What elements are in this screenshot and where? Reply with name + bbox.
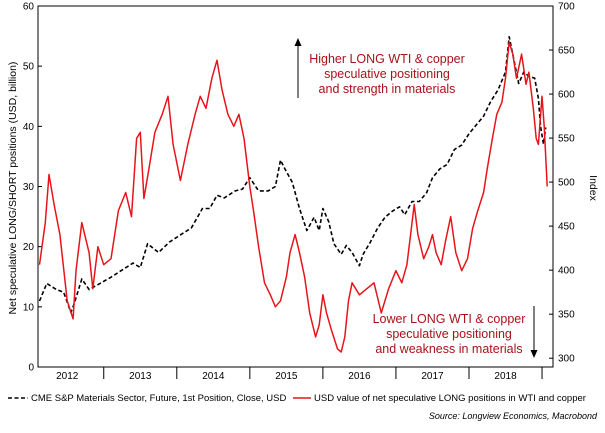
right-y-axis: 300 350 400 450 500 550 600 650 700 (549, 2, 575, 365)
x-axis: 2012 2013 2014 2015 2016 2017 2018 (56, 367, 543, 382)
annotation-upper-line-2: speculative positioning (324, 67, 450, 81)
left-tick-label: 10 (23, 302, 35, 313)
right-tick-label: 550 (558, 134, 575, 145)
right-tick-label: 600 (558, 90, 575, 101)
x-tick-label: 2015 (275, 371, 298, 382)
annotation-lower-line-1: Lower LONG WTI & copper (373, 312, 526, 326)
annotation-upper-line-3: and strength in materials (319, 82, 456, 96)
x-tick-label: 2018 (494, 371, 517, 382)
left-tick-label: 50 (23, 62, 35, 73)
legend-label-wti-copper: USD value of net speculative LONG positi… (314, 393, 586, 404)
annotation-upper-line-1: Higher LONG WTI & copper (309, 52, 465, 66)
series-line-wti-copper (38, 41, 548, 353)
annotation-upper: Higher LONG WTI & copper speculative pos… (294, 38, 465, 98)
x-tick-label: 2013 (129, 371, 152, 382)
annotation-lower-line-3: and weakness in materials (375, 342, 522, 356)
legend: CME S&P Materials Sector, Future, 1st Po… (8, 393, 586, 404)
right-axis-title: Index (587, 175, 599, 201)
left-tick-label: 0 (28, 363, 34, 374)
x-tick-label: 2016 (348, 371, 371, 382)
right-tick-label: 650 (558, 46, 575, 57)
annotation-lower-line-2: speculative positioning (386, 327, 512, 341)
x-tick-label: 2017 (421, 371, 444, 382)
left-tick-label: 60 (23, 2, 35, 13)
series-line-materials (38, 36, 547, 314)
up-arrowhead-icon (294, 38, 302, 46)
source-note: Source: Longview Economics, Macrobond (429, 411, 598, 421)
left-axis-title: Net speculative LONG/SHORT positions (US… (7, 62, 19, 315)
right-tick-label: 400 (558, 266, 575, 277)
right-tick-label: 300 (558, 354, 575, 365)
right-tick-label: 700 (558, 2, 575, 13)
x-tick-label: 2012 (56, 371, 79, 382)
left-tick-label: 30 (23, 182, 35, 193)
x-tick-label: 2014 (202, 371, 225, 382)
left-tick-label: 40 (23, 122, 35, 133)
right-tick-label: 350 (558, 310, 575, 321)
legend-label-materials: CME S&P Materials Sector, Future, 1st Po… (31, 393, 287, 404)
right-tick-label: 500 (558, 178, 575, 189)
right-tick-label: 450 (558, 222, 575, 233)
series-layer (38, 36, 548, 353)
left-y-axis: 0 10 20 30 40 50 60 (23, 2, 42, 374)
annotation-lower: Lower LONG WTI & copper speculative posi… (373, 306, 538, 358)
down-arrowhead-icon (530, 350, 538, 358)
left-tick-label: 20 (23, 242, 35, 253)
